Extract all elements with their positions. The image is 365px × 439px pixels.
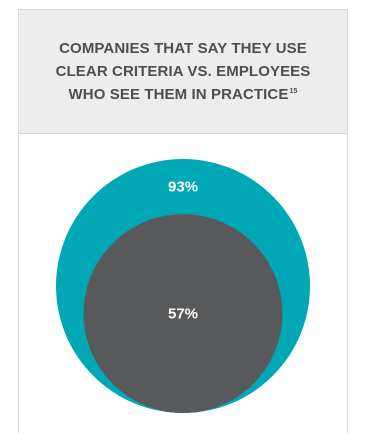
nested-circle-chart: 93% 57% — [56, 159, 310, 413]
title-line-3: WHO SEE THEM IN PRACTICE15 — [19, 83, 347, 106]
label-57: 57% — [168, 306, 198, 323]
card-title: COMPANIES THAT SAY THEY USE CLEAR CRITER… — [19, 37, 347, 106]
title-line-2: CLEAR CRITERIA VS. EMPLOYEES — [55, 63, 311, 80]
circle-57 — [83, 214, 283, 413]
chart-area: 93% 57% — [19, 133, 347, 434]
title-line-1: COMPANIES THAT SAY THEY USE — [59, 40, 307, 57]
footnote-marker: 15 — [289, 88, 298, 95]
label-93: 93% — [168, 179, 198, 196]
title-line-3-text: WHO SEE THEM IN PRACTICE — [68, 86, 289, 103]
infographic-card: COMPANIES THAT SAY THEY USE CLEAR CRITER… — [18, 9, 348, 433]
card-header: COMPANIES THAT SAY THEY USE CLEAR CRITER… — [19, 10, 347, 134]
